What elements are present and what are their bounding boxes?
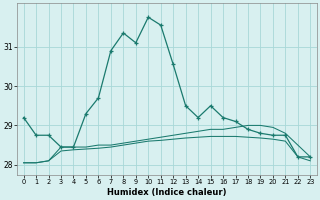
X-axis label: Humidex (Indice chaleur): Humidex (Indice chaleur) [107, 188, 227, 197]
